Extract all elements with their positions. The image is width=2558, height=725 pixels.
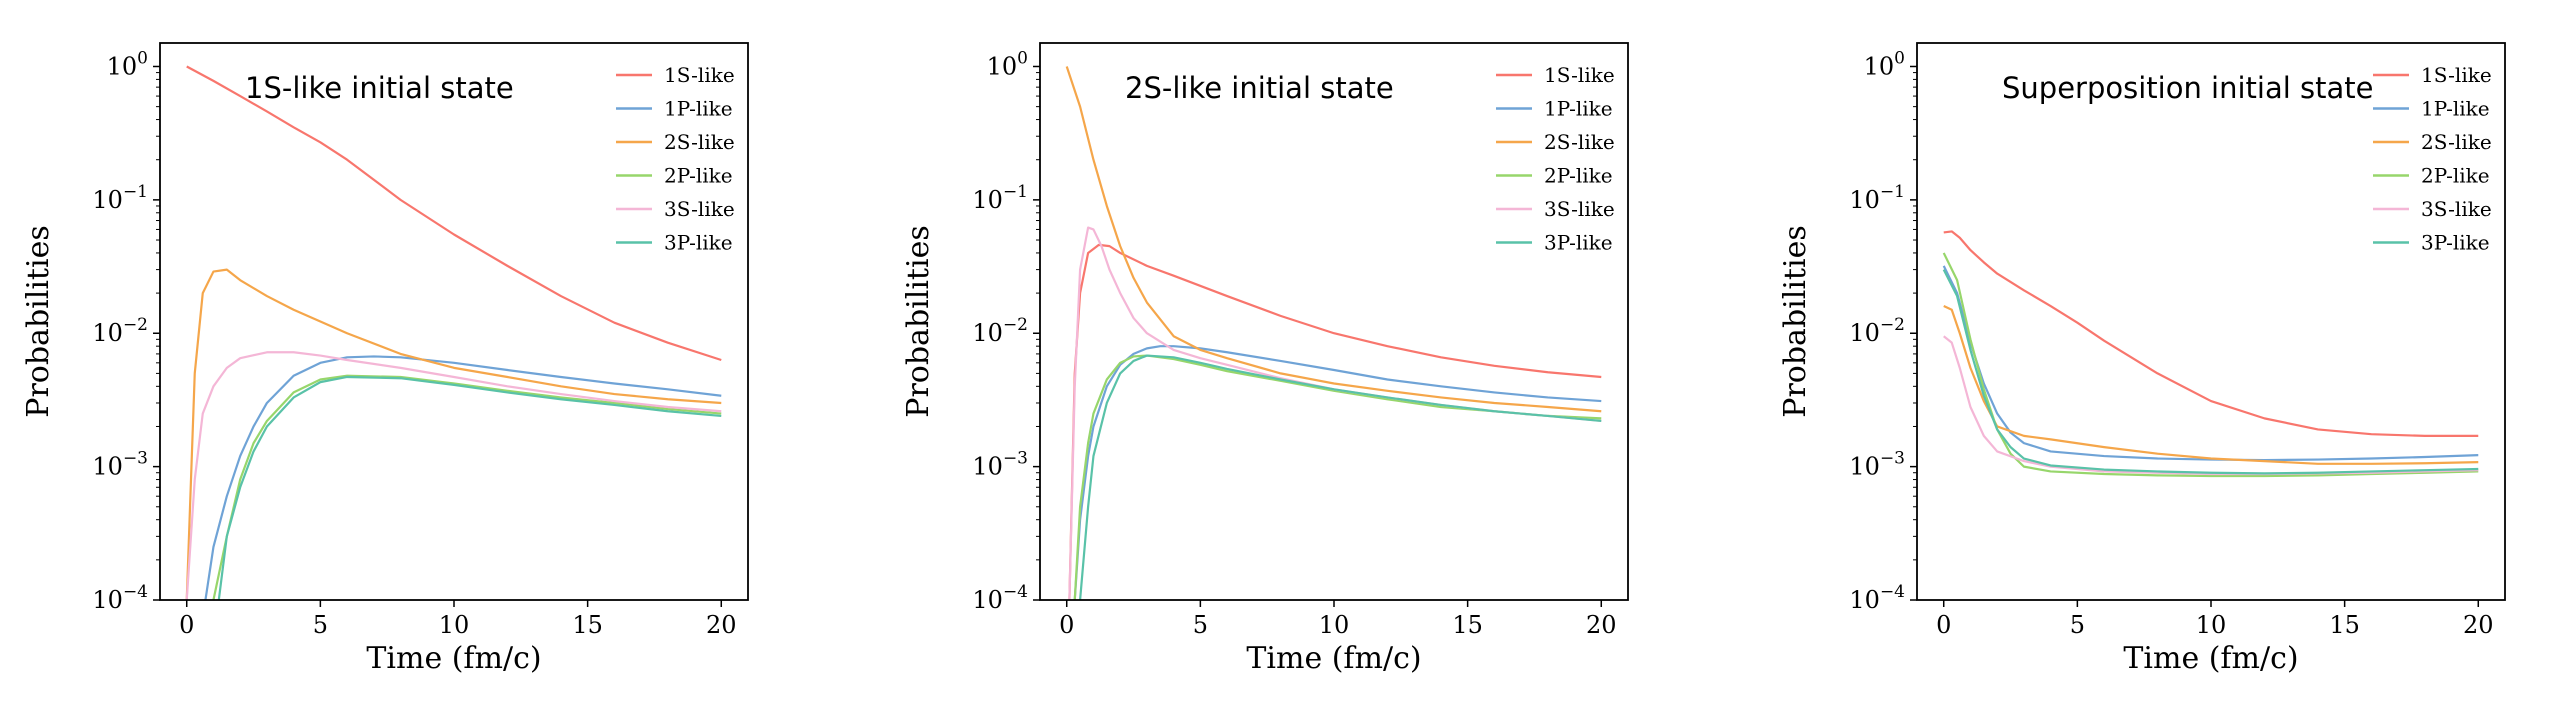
y-tick-label: 10−1: [1849, 182, 1905, 214]
plot-frame: [1039, 42, 1629, 601]
chart-title: 2S-like initial state: [1125, 71, 1394, 105]
y-tick-label: 10−2: [1849, 315, 1905, 347]
x-tick-label: 5: [1193, 611, 1208, 639]
series-line-1p-like: [1942, 265, 2479, 462]
x-tick-label: 20: [2463, 611, 2494, 639]
legend-label-2s-like: 2S-like: [664, 130, 735, 154]
y-tick-label: 100: [1864, 48, 1905, 80]
legend-label-1s-like: 1S-like: [1544, 63, 1615, 87]
y-tick-label: 10−3: [92, 449, 148, 481]
chart-title: 1S-like initial state: [245, 71, 514, 105]
x-tick-label: 0: [179, 611, 194, 639]
legend-label-2p-like: 2P-like: [2421, 164, 2490, 188]
y-tick-label: 10−4: [1849, 582, 1905, 614]
y-tick-label: 10−1: [972, 182, 1028, 214]
legend-label-3p-like: 3P-like: [1544, 231, 1613, 255]
x-tick-label: 15: [572, 611, 603, 639]
legend-label-2s-like: 2S-like: [1544, 130, 1615, 154]
series-line-2p-like: [1942, 252, 2479, 478]
legend-label-3s-like: 3S-like: [1544, 197, 1615, 221]
legend-label-3p-like: 3P-like: [2421, 231, 2490, 255]
legend-label-2s-like: 2S-like: [2421, 130, 2492, 154]
series-line-3p-like: [1078, 354, 1602, 600]
x-tick-label: 0: [1059, 611, 1074, 639]
series-line-2s-like: [1065, 66, 1602, 413]
x-axis-label: Time (fm/c): [2123, 641, 2298, 676]
x-tick-label: 15: [2329, 611, 2360, 639]
chart-panel-1: 0 5 10 15 20 10−4 10−3 10−2 10−1 100 Time (fm/c) Pr…: [21, 42, 749, 676]
legend: 1S-like 1P-like 2S-like 2P-like 3S-like 3P-li…: [616, 63, 735, 255]
series-line-3p-like: [1942, 269, 2479, 475]
y-tick-label: 10−2: [972, 315, 1028, 347]
legend-label-1p-like: 1P-like: [2421, 97, 2490, 121]
x-tick-label: 5: [2070, 611, 2085, 639]
x-tick-label: 10: [2196, 611, 2227, 639]
series-line-3s-like: [185, 351, 722, 600]
y-axis-label: Probabilities: [21, 225, 56, 417]
legend-label-1s-like: 1S-like: [2421, 63, 2492, 87]
x-tick-label: 15: [1452, 611, 1483, 639]
y-tick-label: 10−3: [972, 449, 1028, 481]
y-tick-label: 10−3: [1849, 449, 1905, 481]
y-tick-label: 10−1: [92, 182, 148, 214]
legend-label-1p-like: 1P-like: [1544, 97, 1613, 121]
y-axis-label: Probabilities: [1778, 225, 1813, 417]
series-line-1s-like: [1068, 243, 1602, 600]
chart-panel-3: 0 5 10 15 20 10−4 10−3 10−2 10−1 100 Time (fm/c) Pr…: [1778, 42, 2506, 676]
series-line-3p-like: [217, 375, 722, 600]
legend-label-3p-like: 3P-like: [664, 231, 733, 255]
x-tick-label: 20: [706, 611, 737, 639]
x-axis-label: Time (fm/c): [366, 641, 541, 676]
y-tick-label: 100: [987, 48, 1028, 80]
y-tick-label: 10−4: [972, 582, 1028, 614]
y-tick-label: 100: [107, 48, 148, 80]
series-line-2p-like: [1073, 354, 1602, 600]
x-tick-label: 5: [313, 611, 328, 639]
y-tick-label: 10−4: [92, 582, 148, 614]
x-tick-label: 0: [1936, 611, 1951, 639]
x-tick-label: 10: [439, 611, 470, 639]
plot-frame: [1916, 42, 2506, 601]
y-tick-label: 10−2: [92, 315, 148, 347]
legend-label-3s-like: 3S-like: [664, 197, 735, 221]
legend-label-2p-like: 2P-like: [1544, 164, 1613, 188]
series-line-1s-like: [186, 65, 722, 362]
legend: 1S-like 1P-like 2S-like 2P-like 3S-like 3P-li…: [2373, 63, 2492, 255]
legend: 1S-like 1P-like 2S-like 2P-like 3S-like 3P-li…: [1496, 63, 1615, 255]
x-tick-label: 10: [1319, 611, 1350, 639]
plot-frame: [159, 42, 749, 601]
series-line-3s-like: [1943, 335, 2479, 476]
series-line-1p-like: [1073, 345, 1602, 600]
series-line-2s-like: [185, 268, 722, 600]
series-line-2p-like: [212, 374, 722, 600]
legend-label-1s-like: 1S-like: [664, 63, 735, 87]
series-line-1p-like: [204, 355, 722, 600]
chart-panel-2: 0 5 10 15 20 10−4 10−3 10−2 10−1 100 Time (fm/c) Pr…: [901, 42, 1629, 676]
y-axis-label: Probabilities: [901, 225, 936, 417]
chart-title: Superposition initial state: [2002, 71, 2373, 105]
series-line-1s-like: [1943, 230, 2479, 437]
series-line-2s-like: [1943, 305, 2479, 465]
x-tick-label: 20: [1586, 611, 1617, 639]
legend-label-1p-like: 1P-like: [664, 97, 733, 121]
legend-label-2p-like: 2P-like: [664, 164, 733, 188]
legend-label-3s-like: 3S-like: [2421, 197, 2492, 221]
x-axis-label: Time (fm/c): [1246, 641, 1421, 676]
